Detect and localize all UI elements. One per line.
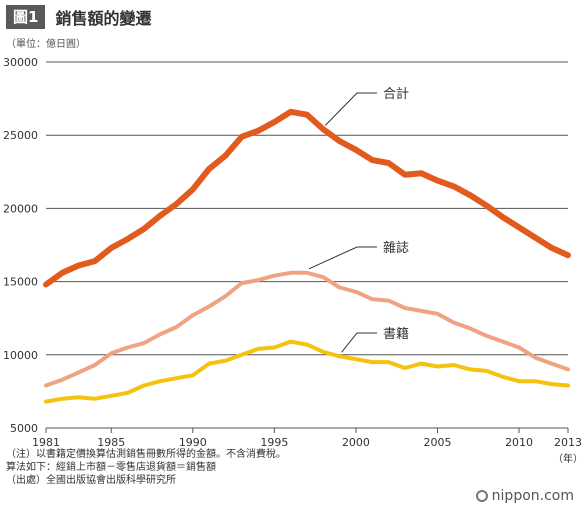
y-tick-label: 30000 <box>3 56 38 69</box>
x-tick-label: 2005 <box>424 436 452 449</box>
x-tick-label: 2010 <box>505 436 533 449</box>
callout-leader-magazines <box>308 246 377 270</box>
x-tick-label: 1990 <box>179 436 207 449</box>
callout-leader-total <box>324 92 377 126</box>
brand-text: nippon.com <box>491 488 574 504</box>
y-tick-label: 10000 <box>3 349 38 362</box>
y-tick-label: 15000 <box>3 276 38 289</box>
x-tick-label: 1981 <box>32 436 60 449</box>
notes: （注）以書籍定價換算估測銷售冊數所得的金額。不含消費稅。 算法如下：經銷上市額－… <box>6 448 286 487</box>
y-tick-label: 5000 <box>10 422 38 435</box>
figure-header: 圖1 銷售額的變遷 <box>6 5 151 29</box>
series-label-books: 書籍 <box>383 326 409 342</box>
x-tick-label: 1985 <box>97 436 125 449</box>
series-label-total: 合計 <box>383 86 409 102</box>
callout-leader-books <box>341 332 377 353</box>
x-axis-label: （年） <box>553 452 583 465</box>
nippon-logo-icon <box>475 490 488 502</box>
note-line: （出處）全國出版協會出版科學研究所 <box>6 475 176 486</box>
unit-label: （單位：億日圓） <box>6 39 86 50</box>
y-tick-label: 20000 <box>3 202 38 215</box>
brand: nippon.com <box>475 488 574 504</box>
series-label-magazines: 雜誌 <box>383 240 409 256</box>
series-line-books <box>44 339 570 404</box>
x-tick-label: 2000 <box>342 436 370 449</box>
x-tick-label: 2013 <box>554 436 582 449</box>
series-line-magazines <box>44 270 570 388</box>
note-line: 算法如下：經銷上市額－零售店退貨額＝銷售額 <box>6 462 216 473</box>
figure-tag: 圖1 <box>6 5 46 29</box>
y-tick-label: 25000 <box>3 129 38 142</box>
figure-title: 銷售額的變遷 <box>55 9 152 28</box>
x-tick-label: 1995 <box>260 436 288 449</box>
series-line-total <box>43 108 571 288</box>
note-line: （注）以書籍定價換算估測銷售冊數所得的金額。不含消費稅。 <box>6 449 286 460</box>
